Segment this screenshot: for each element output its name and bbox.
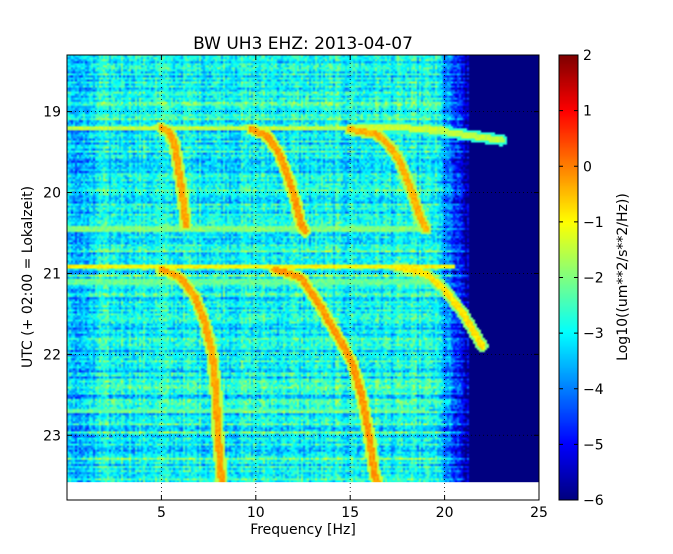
colorbar-gradient — [559, 55, 578, 500]
y-axis-label: UTC (+ 02:00 = Lokalzeit) — [20, 186, 36, 368]
x-tick-label: 20 — [436, 505, 454, 521]
plot-frame — [66, 54, 540, 501]
x-axis: 5 10 15 20 25 — [157, 55, 548, 521]
grid-lines — [67, 55, 539, 500]
x-axis-label: Frequency [Hz] — [250, 522, 356, 538]
plot-area: 5 10 15 20 25 19 20 21 22 23 — [43, 54, 548, 521]
colorbar-tick-label: 2 — [583, 48, 592, 64]
colorbar-tick-label: −3 — [583, 326, 604, 342]
x-tick-label: 5 — [157, 505, 166, 521]
colorbar-tick-label: −5 — [583, 437, 604, 453]
spectrogram-image — [67, 55, 539, 483]
colorbar-tick-label: −2 — [583, 271, 604, 287]
y-tick-label: 21 — [43, 266, 61, 282]
colorbar-tick-label: −6 — [583, 493, 604, 509]
colorbar: 2 1 0 −1 −2 −3 −4 −5 −6 Log10((um**2/s**2/Hz)) — [558, 48, 631, 509]
colorbar-ticks: 2 1 0 −1 −2 −3 −4 −5 −6 — [559, 48, 604, 509]
chart-title: BW UH3 EHZ: 2013-04-07 — [193, 34, 413, 54]
y-tick-label: 19 — [43, 105, 61, 121]
colorbar-tick-label: 1 — [583, 104, 592, 120]
x-tick-label: 15 — [341, 505, 359, 521]
x-tick-label: 10 — [247, 505, 265, 521]
colorbar-tick-label: 0 — [583, 159, 592, 175]
y-tick-label: 20 — [43, 186, 61, 202]
y-axis: 19 20 21 22 23 — [43, 105, 539, 444]
colorbar-tick-label: −1 — [583, 215, 604, 231]
x-tick-label: 25 — [530, 505, 548, 521]
y-tick-label: 23 — [43, 428, 61, 444]
y-tick-label: 22 — [43, 347, 61, 363]
colorbar-label: Log10((um**2/s**2/Hz)) — [615, 193, 631, 361]
colorbar-tick-label: −4 — [583, 382, 604, 398]
